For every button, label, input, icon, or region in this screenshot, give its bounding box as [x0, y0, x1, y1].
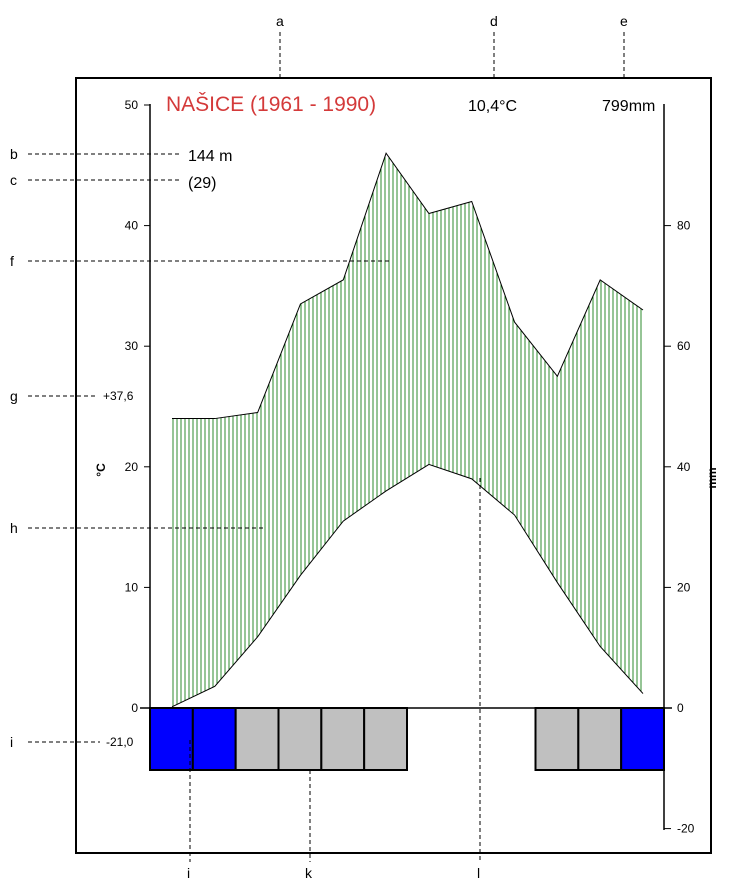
- absolute-frost-cell: [149, 707, 194, 771]
- annotation-k: k: [305, 865, 313, 881]
- right-tick-label: 60: [677, 339, 691, 353]
- annotation-b: b: [10, 146, 18, 162]
- left-tick-label: 30: [125, 339, 139, 353]
- elevation: 144 m: [188, 148, 232, 165]
- possible-frost-cell: [577, 707, 623, 771]
- right-axis-ticks: -20 0 20 40 60 80: [664, 219, 695, 836]
- annotation-l: l: [477, 865, 480, 881]
- possible-frost-cell: [320, 707, 366, 771]
- annotation-f: f: [10, 253, 14, 269]
- abs-max-label: +37,6: [103, 389, 134, 403]
- possible-frost-cell: [277, 707, 323, 771]
- annotation-h: h: [10, 520, 18, 536]
- absolute-frost-cell: [191, 707, 237, 771]
- precipitation-line: [172, 152, 644, 420]
- right-tick-label: 40: [677, 460, 691, 474]
- annotation-c: c: [10, 172, 17, 188]
- annotation-i-bottom: i: [187, 865, 190, 881]
- annotation-g: g: [10, 388, 18, 404]
- left-tick-label: 0: [131, 701, 138, 715]
- left-axis-label: °C: [94, 463, 108, 477]
- years-observed: (29): [188, 175, 216, 192]
- absolute-frost-cell: [620, 707, 666, 771]
- humid-area: [172, 153, 643, 707]
- left-tick-label: 20: [125, 460, 139, 474]
- chart-frame: [75, 77, 712, 854]
- annotation-d: d: [490, 13, 498, 29]
- right-tick-label: 80: [677, 219, 691, 233]
- left-tick-label: 50: [125, 98, 139, 112]
- left-axis-ticks: 0 10 20 30 40 50: [125, 98, 150, 715]
- annotation-i-left: i: [10, 734, 13, 750]
- right-axis-label: mm: [705, 467, 719, 488]
- annual-precipitation: 799mm: [602, 98, 655, 115]
- left-tick-label: 40: [125, 219, 139, 233]
- right-tick-label: 0: [677, 701, 684, 715]
- possible-frost-cell: [534, 707, 580, 771]
- possible-frost-cell: [234, 707, 280, 771]
- temperature-line: [171, 463, 644, 708]
- annotation-e: e: [620, 13, 628, 29]
- right-tick-label: -20: [677, 822, 695, 836]
- possible-frost-cell: [363, 707, 408, 771]
- right-tick-label: 20: [677, 580, 691, 594]
- annotation-a: a: [276, 13, 284, 29]
- abs-min-label: -21,0: [106, 735, 134, 749]
- frost-bar: [149, 707, 666, 771]
- chart-title: NAŠICE (1961 - 1990): [166, 93, 376, 116]
- left-tick-label: 10: [125, 580, 139, 594]
- mean-temperature: 10,4°C: [468, 98, 517, 115]
